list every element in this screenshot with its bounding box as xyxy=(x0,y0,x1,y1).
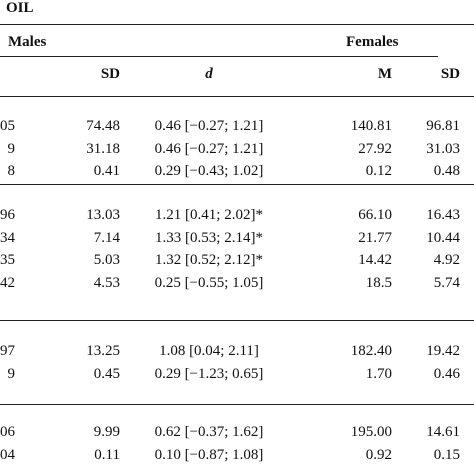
group-header-rule xyxy=(0,56,438,57)
cell-male-sd: 0.11 xyxy=(94,446,120,463)
cell-female-sd: 16.43 xyxy=(426,207,460,223)
cell-female-m: 27.92 xyxy=(358,140,392,157)
cell-female-m: 0.12 xyxy=(365,163,392,179)
cell-female-m: 195.00 xyxy=(350,424,392,440)
cell-male-sd: 5.03 xyxy=(93,252,120,268)
cell-male-m: 35 xyxy=(0,252,15,268)
cell-male-sd: 31.18 xyxy=(86,140,120,157)
cell-female-m: 14.42 xyxy=(358,252,392,268)
cell-male-sd: 0.41 xyxy=(93,163,120,179)
cell-effect-d: 0.29 [−0.43; 1.02] xyxy=(154,163,264,179)
cell-female-m: 0.92 xyxy=(365,446,392,463)
cell-female-m: 140.81 xyxy=(350,118,392,134)
cell-male-m: 04 xyxy=(0,446,15,463)
cell-male-m: 96 xyxy=(0,207,15,223)
cell-female-m: 18.5 xyxy=(365,274,392,291)
cell-effect-d: 0.46 [−0.27; 1.21] xyxy=(154,118,264,134)
cell-male-m: 34 xyxy=(0,229,15,246)
cell-female-sd: 0.15 xyxy=(433,446,460,463)
cell-effect-d: 1.33 [0.53; 2.14]* xyxy=(155,229,263,246)
cell-male-sd: 13.25 xyxy=(86,343,120,359)
cell-male-m: 9 xyxy=(7,365,16,382)
cell-female-m: 66.10 xyxy=(358,207,392,223)
section-rule xyxy=(0,320,474,321)
cell-male-sd: 74.48 xyxy=(86,118,120,134)
cell-female-sd: 4.92 xyxy=(433,252,460,268)
cell-effect-d: 0.10 [−0.87; 1.08] xyxy=(154,446,264,463)
cell-female-m: 21.77 xyxy=(358,229,392,246)
col-header-sd: SD xyxy=(100,66,120,82)
cell-female-sd: 10.44 xyxy=(426,229,460,246)
cell-female-m: 182.40 xyxy=(350,343,392,359)
cell-effect-d: 0.25 [−0.55; 1.05] xyxy=(154,274,264,291)
group-title: OIL xyxy=(6,0,34,16)
top-rule xyxy=(0,24,474,25)
cell-effect-d: 1.32 [0.52; 2.12]* xyxy=(155,252,263,268)
cell-male-m: 05 xyxy=(0,118,15,134)
cell-male-m: 8 xyxy=(7,163,16,179)
females-header: Females xyxy=(346,34,399,50)
cell-female-sd: 31.03 xyxy=(426,140,460,157)
cell-male-m: 42 xyxy=(0,274,15,291)
cell-male-sd: 7.14 xyxy=(93,229,120,246)
cell-female-sd: 0.46 xyxy=(433,365,460,382)
cell-male-m: 9 xyxy=(7,140,16,157)
col-header-d: d xyxy=(205,66,213,82)
cell-male-m: 97 xyxy=(0,343,15,359)
cell-female-sd: 96.81 xyxy=(426,118,460,134)
cell-male-sd: 0.45 xyxy=(93,365,120,382)
cell-male-sd: 4.53 xyxy=(93,274,120,291)
cell-female-sd: 14.61 xyxy=(426,424,460,440)
cell-effect-d: 0.62 [−0.37; 1.62] xyxy=(154,424,264,440)
cell-female-sd: 0.48 xyxy=(433,163,460,179)
cell-female-sd: 5.74 xyxy=(433,274,460,291)
cell-male-m: 06 xyxy=(0,424,15,440)
cell-male-sd: 9.99 xyxy=(93,424,120,440)
cell-effect-d: 1.08 [0.04; 2.11] xyxy=(159,343,259,359)
section-rule xyxy=(0,404,474,405)
cell-effect-d: 0.29 [−1.23; 0.65] xyxy=(154,365,264,382)
cell-effect-d: 1.21 [0.41; 2.02]* xyxy=(155,207,263,223)
section-rule xyxy=(0,184,474,185)
header-bottom-rule xyxy=(0,96,474,97)
males-header: Males xyxy=(8,34,47,50)
cell-female-m: 1.70 xyxy=(365,365,392,382)
col-header-m: M xyxy=(377,66,392,82)
cell-effect-d: 0.46 [−0.27; 1.21] xyxy=(154,140,264,157)
cell-male-sd: 13.03 xyxy=(86,207,120,223)
col-header-sd-females: SD xyxy=(440,66,460,82)
cell-female-sd: 19.42 xyxy=(426,343,460,359)
